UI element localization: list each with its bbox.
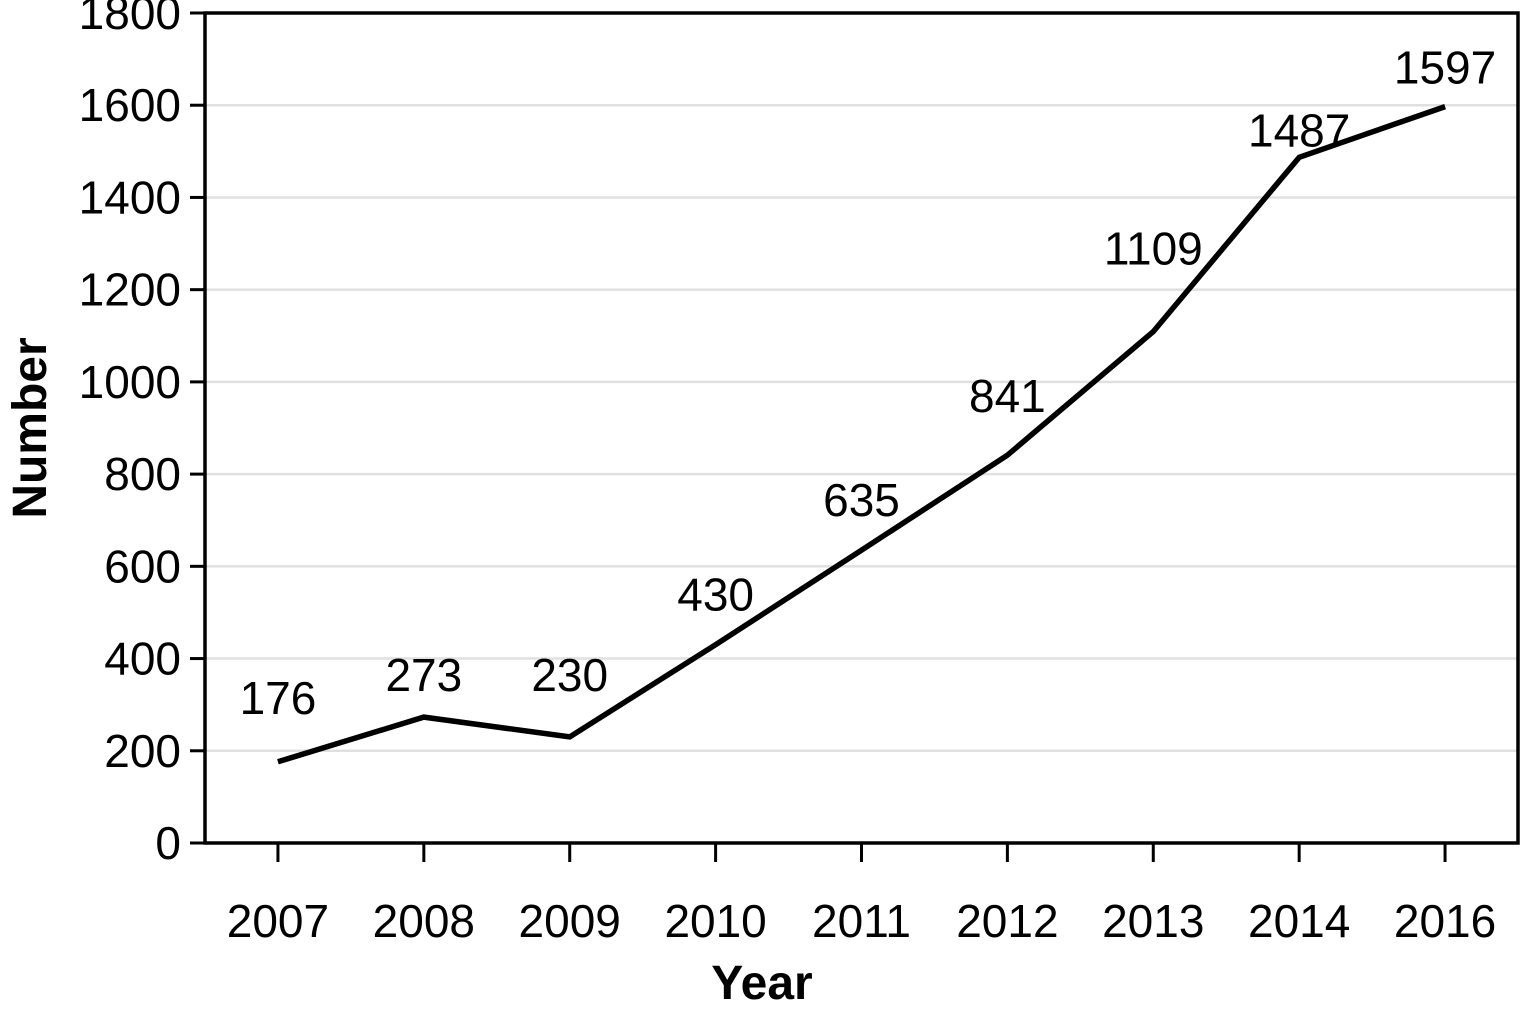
x-tick-label: 2009 [519, 895, 621, 947]
y-tick-label: 800 [104, 448, 181, 500]
y-axis-title: Number [4, 337, 57, 518]
x-tick-label: 2013 [1102, 895, 1204, 947]
y-axis-tick-labels: 0 200 400 600 800 1000 1200 1400 1600 1800 [79, 0, 181, 869]
y-tick-label: 600 [104, 540, 181, 592]
y-tick-label: 1000 [79, 356, 181, 408]
data-point-label: 635 [823, 474, 900, 526]
x-tick-label: 2012 [956, 895, 1058, 947]
data-point-labels: 176 273 230 430 635 841 1109 1487 1597 [240, 42, 1497, 724]
y-tick-label: 1600 [79, 79, 181, 131]
x-tick-label: 2008 [373, 895, 475, 947]
data-point-label: 1487 [1248, 104, 1350, 156]
x-tick-label: 2007 [227, 895, 329, 947]
data-point-label: 273 [385, 649, 462, 701]
y-tick-label: 1400 [79, 171, 181, 223]
plot-border [203, 11, 1520, 845]
data-point-label: 430 [677, 569, 754, 621]
x-axis-ticks [276, 843, 1447, 862]
y-tick-label: 400 [104, 633, 181, 685]
gridlines [205, 103, 1518, 753]
y-tick-label: 200 [104, 725, 181, 777]
x-tick-label: 2016 [1394, 895, 1496, 947]
data-series-line [277, 104, 1447, 765]
x-tick-label: 2014 [1248, 895, 1350, 947]
y-axis-ticks [190, 11, 205, 845]
x-axis-title: Year [711, 957, 812, 1004]
data-point-label: 841 [969, 370, 1046, 422]
y-tick-label: 1200 [79, 264, 181, 316]
x-axis-tick-labels: 2007 2008 2009 2010 2011 2012 2013 2014 2016 [227, 895, 1496, 947]
y-tick-label: 1800 [79, 0, 181, 39]
x-tick-label: 2010 [664, 895, 766, 947]
data-point-label: 1597 [1394, 42, 1496, 94]
data-point-label: 1109 [1104, 223, 1203, 275]
data-point-label: 176 [240, 672, 317, 724]
x-tick-label: 2011 [812, 895, 911, 947]
data-point-label: 230 [531, 649, 608, 701]
y-tick-label: 0 [155, 817, 181, 869]
